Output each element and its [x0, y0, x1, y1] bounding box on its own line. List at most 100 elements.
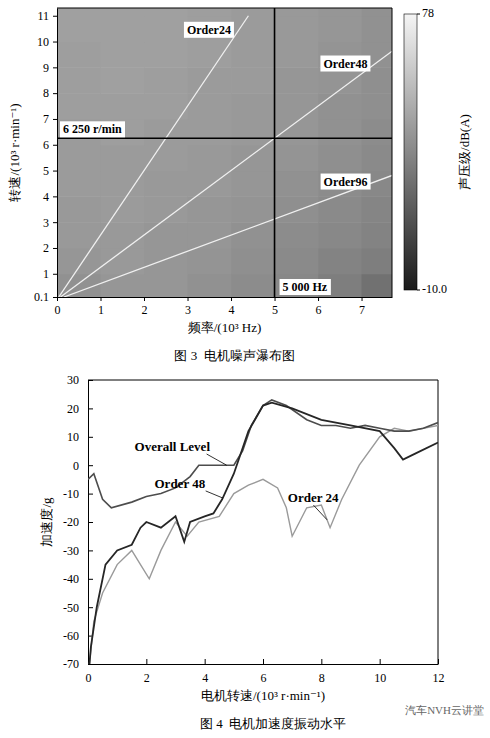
heat-cell [318, 8, 362, 16]
heat-cell [188, 196, 232, 222]
heat-cell [275, 93, 319, 119]
tick-label: -20 [63, 515, 79, 529]
tick: 9 [43, 61, 57, 75]
heat-cell [188, 42, 232, 68]
heat-cell [318, 145, 362, 171]
tick-label: 4 [202, 671, 208, 685]
heat-cell [231, 16, 275, 42]
reference-line [57, 138, 392, 140]
tick: 0 [55, 297, 61, 317]
tick-mark [88, 579, 93, 580]
tick-mark [88, 607, 93, 608]
heat-cell [57, 67, 101, 93]
heat-cell [101, 196, 145, 222]
series-label-box [184, 22, 234, 38]
heat-cell [362, 16, 392, 42]
heat-cell [101, 274, 145, 297]
x-axis: 01234567 [55, 297, 393, 317]
y-axis: 0.11234567891011 [34, 9, 58, 305]
tick-mark [263, 659, 264, 664]
heat-cell [231, 67, 275, 93]
tick-mark [53, 222, 57, 223]
tick-label: 6 [261, 671, 267, 685]
tick: -40 [63, 572, 93, 586]
x-axis-title: 频率/(10³ Hz) [188, 320, 262, 335]
tick-mark [53, 119, 57, 120]
tick-mark [231, 297, 232, 301]
heat-cell [101, 145, 145, 171]
heat-cell [188, 8, 232, 16]
tick: 0.1 [34, 290, 57, 304]
heat-cell [101, 248, 145, 274]
heat-cell [275, 42, 319, 68]
heat-cell [144, 8, 188, 16]
tick-label: 10 [374, 671, 386, 685]
heat-cell [318, 93, 362, 119]
heat-cell [188, 145, 232, 171]
tick: 3 [43, 216, 57, 230]
series-line [89, 425, 438, 664]
tick-label: -10 [63, 487, 79, 501]
tick-mark [275, 297, 276, 301]
heat-cell [188, 16, 232, 42]
heat-cell [101, 8, 145, 16]
heat-cell [362, 196, 392, 222]
tick: 4 [202, 659, 208, 685]
heat-cell [188, 274, 232, 297]
heat-cell [318, 119, 362, 145]
tick-mark [321, 659, 322, 664]
tick-mark [101, 297, 102, 301]
frame [392, 8, 393, 297]
y-axis: -70-60-50-40-30-20-100102030 [63, 373, 93, 671]
annotation-box [280, 279, 331, 295]
tick-mark [53, 196, 57, 197]
tick-label: 3 [185, 303, 191, 317]
page: 012345670.11234567891011频率/(10³ Hz)转速/(1… [0, 0, 490, 738]
heat-cell [57, 145, 101, 171]
heat-cell [231, 119, 275, 145]
series-label-box [320, 56, 370, 72]
tick-label: 4 [229, 303, 235, 317]
plot-area [57, 8, 392, 297]
tick: -20 [63, 515, 93, 529]
annotation: 5 000 Hz [283, 280, 328, 294]
tick-label: 0.1 [34, 290, 49, 304]
tick-mark [57, 297, 58, 301]
series-line [89, 403, 438, 664]
series-label: Order96 [324, 175, 368, 189]
frame [57, 8, 392, 9]
tick: 2 [144, 659, 150, 685]
tick: 3 [185, 297, 191, 317]
heat-cell [231, 274, 275, 297]
tick-label: 20 [67, 402, 79, 416]
heat-cell [57, 16, 101, 42]
tick: 5 [272, 297, 278, 317]
tick-label: 3 [43, 216, 49, 230]
tick: -60 [63, 629, 93, 643]
colorbar-tick [417, 290, 420, 291]
axis-line [89, 664, 439, 665]
annotation-group: 5 000 Hz [280, 279, 331, 295]
colorbar-tick-label: 78 [422, 6, 434, 20]
heat-cell [144, 119, 188, 145]
heat-cell [188, 67, 232, 93]
tick-label: 7 [43, 112, 49, 126]
tick-mark [53, 16, 57, 17]
series-label-group: Order96 [321, 174, 371, 190]
heat-cell [231, 248, 275, 274]
axis-line [57, 9, 58, 298]
tick-mark [146, 659, 147, 664]
series-label: Order24 [187, 23, 231, 37]
heat-cell [231, 222, 275, 248]
tick: 2 [142, 297, 148, 317]
tick: 8 [43, 86, 57, 100]
heat-cell [318, 248, 362, 274]
heat-cell [275, 8, 319, 16]
caption: 图 3 电机噪声瀑布图 [174, 348, 294, 363]
tick-mark [53, 274, 57, 275]
tick-mark [53, 248, 57, 249]
tick-label: -40 [63, 572, 79, 586]
tick-mark [188, 297, 189, 301]
heat-cell [362, 145, 392, 171]
heat-cell [318, 16, 362, 42]
